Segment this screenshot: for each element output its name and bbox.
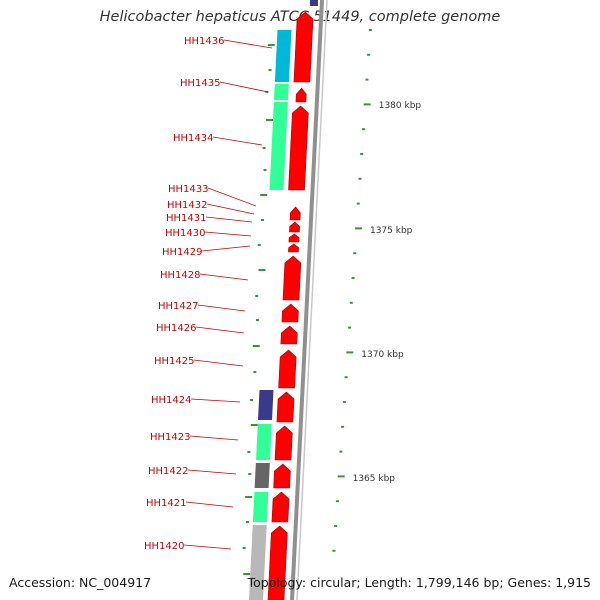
- cog-track: [249, 30, 292, 600]
- gene-arrow: [289, 206, 301, 221]
- label-leader-line: [199, 273, 249, 281]
- gene-label: HH1430: [165, 228, 206, 239]
- label-leader-line: [189, 435, 239, 441]
- gene-label: HH1422: [148, 466, 189, 477]
- cog-block: [274, 30, 292, 82]
- cog-block: [269, 102, 288, 190]
- scale-label: 1370 kbp: [361, 350, 404, 360]
- genome-backbone-line: [290, 0, 324, 600]
- gene-arrow: [295, 87, 307, 103]
- gene-label: HH1436: [184, 36, 225, 47]
- gene-label: HH1424: [151, 395, 192, 406]
- gene-label: HH1420: [144, 541, 185, 552]
- gene-arrow: [273, 463, 291, 489]
- cog-block: [258, 390, 274, 420]
- cog-block: [274, 84, 289, 100]
- cog-block: [256, 424, 272, 460]
- gene-label: HH1435: [180, 78, 221, 89]
- genome-backbone-line: [296, 0, 328, 600]
- gene-arrow: [281, 303, 299, 323]
- label-leader-line: [193, 359, 244, 367]
- gene-arrow: [276, 391, 295, 423]
- genome-backbone: [290, 0, 328, 600]
- accession-text: Accession: NC_004917: [9, 575, 152, 590]
- label-leader-line: [212, 136, 263, 146]
- cog-block: [249, 525, 267, 600]
- label-leader-line: [201, 245, 251, 252]
- gene-arrow: [282, 255, 302, 301]
- genome-stats-text: Topology: circular; Length: 1,799,146 bp…: [247, 575, 591, 590]
- label-leader-line: [223, 39, 273, 49]
- gene-arrow: [278, 349, 297, 389]
- gene-arrow: [288, 233, 300, 243]
- gene-label: HH1434: [173, 133, 214, 144]
- gene-label: HH1432: [167, 200, 208, 211]
- label-leader-line: [219, 81, 269, 93]
- gene-arrow: [288, 243, 299, 253]
- gene-label: HH1421: [146, 498, 187, 509]
- gene-arrow: [293, 11, 314, 83]
- gene-labels: HH1436 HH1435 HH1434 HH1433 HH1432 HH1431 HH14…: [144, 36, 273, 552]
- gene-label: HH1431: [166, 213, 207, 224]
- cog-block: [252, 492, 269, 522]
- cog-block: [254, 463, 270, 488]
- label-leader-line: [206, 203, 255, 215]
- label-leader-line: [190, 398, 241, 403]
- gene-label: HH1426: [156, 323, 197, 334]
- gene-arrow: [271, 491, 290, 523]
- scale-label: 1365 kbp: [353, 474, 396, 484]
- scale-label: 1380 kbp: [379, 101, 422, 111]
- label-leader-line: [187, 469, 237, 475]
- label-leader-line: [195, 326, 245, 334]
- label-leader-line: [205, 216, 253, 223]
- gene-label: HH1425: [154, 356, 195, 367]
- gene-label: HH1429: [162, 247, 203, 258]
- gene-label: HH1423: [150, 432, 191, 443]
- gene-arrow: [289, 221, 300, 233]
- scale-label: 1375 kbp: [370, 226, 413, 236]
- label-leader-line: [185, 501, 234, 508]
- gene-arrow: [280, 325, 298, 345]
- gene-arrow: [274, 425, 293, 461]
- gene-label: HH1433: [168, 184, 209, 195]
- label-leader-line: [207, 187, 257, 207]
- label-leader-line: [197, 304, 246, 312]
- label-leader-line: [204, 231, 252, 237]
- gene-label: HH1427: [158, 301, 199, 312]
- scale-ruler: 1380 kbp 1375 kbp 1370 kbp 1365 kbp: [242, 29, 422, 575]
- gene-arrow: [267, 525, 288, 600]
- gene-label: HH1428: [160, 270, 201, 281]
- gene-arrow: [288, 105, 309, 191]
- gene-track: [267, 11, 314, 600]
- label-leader-line: [183, 544, 232, 550]
